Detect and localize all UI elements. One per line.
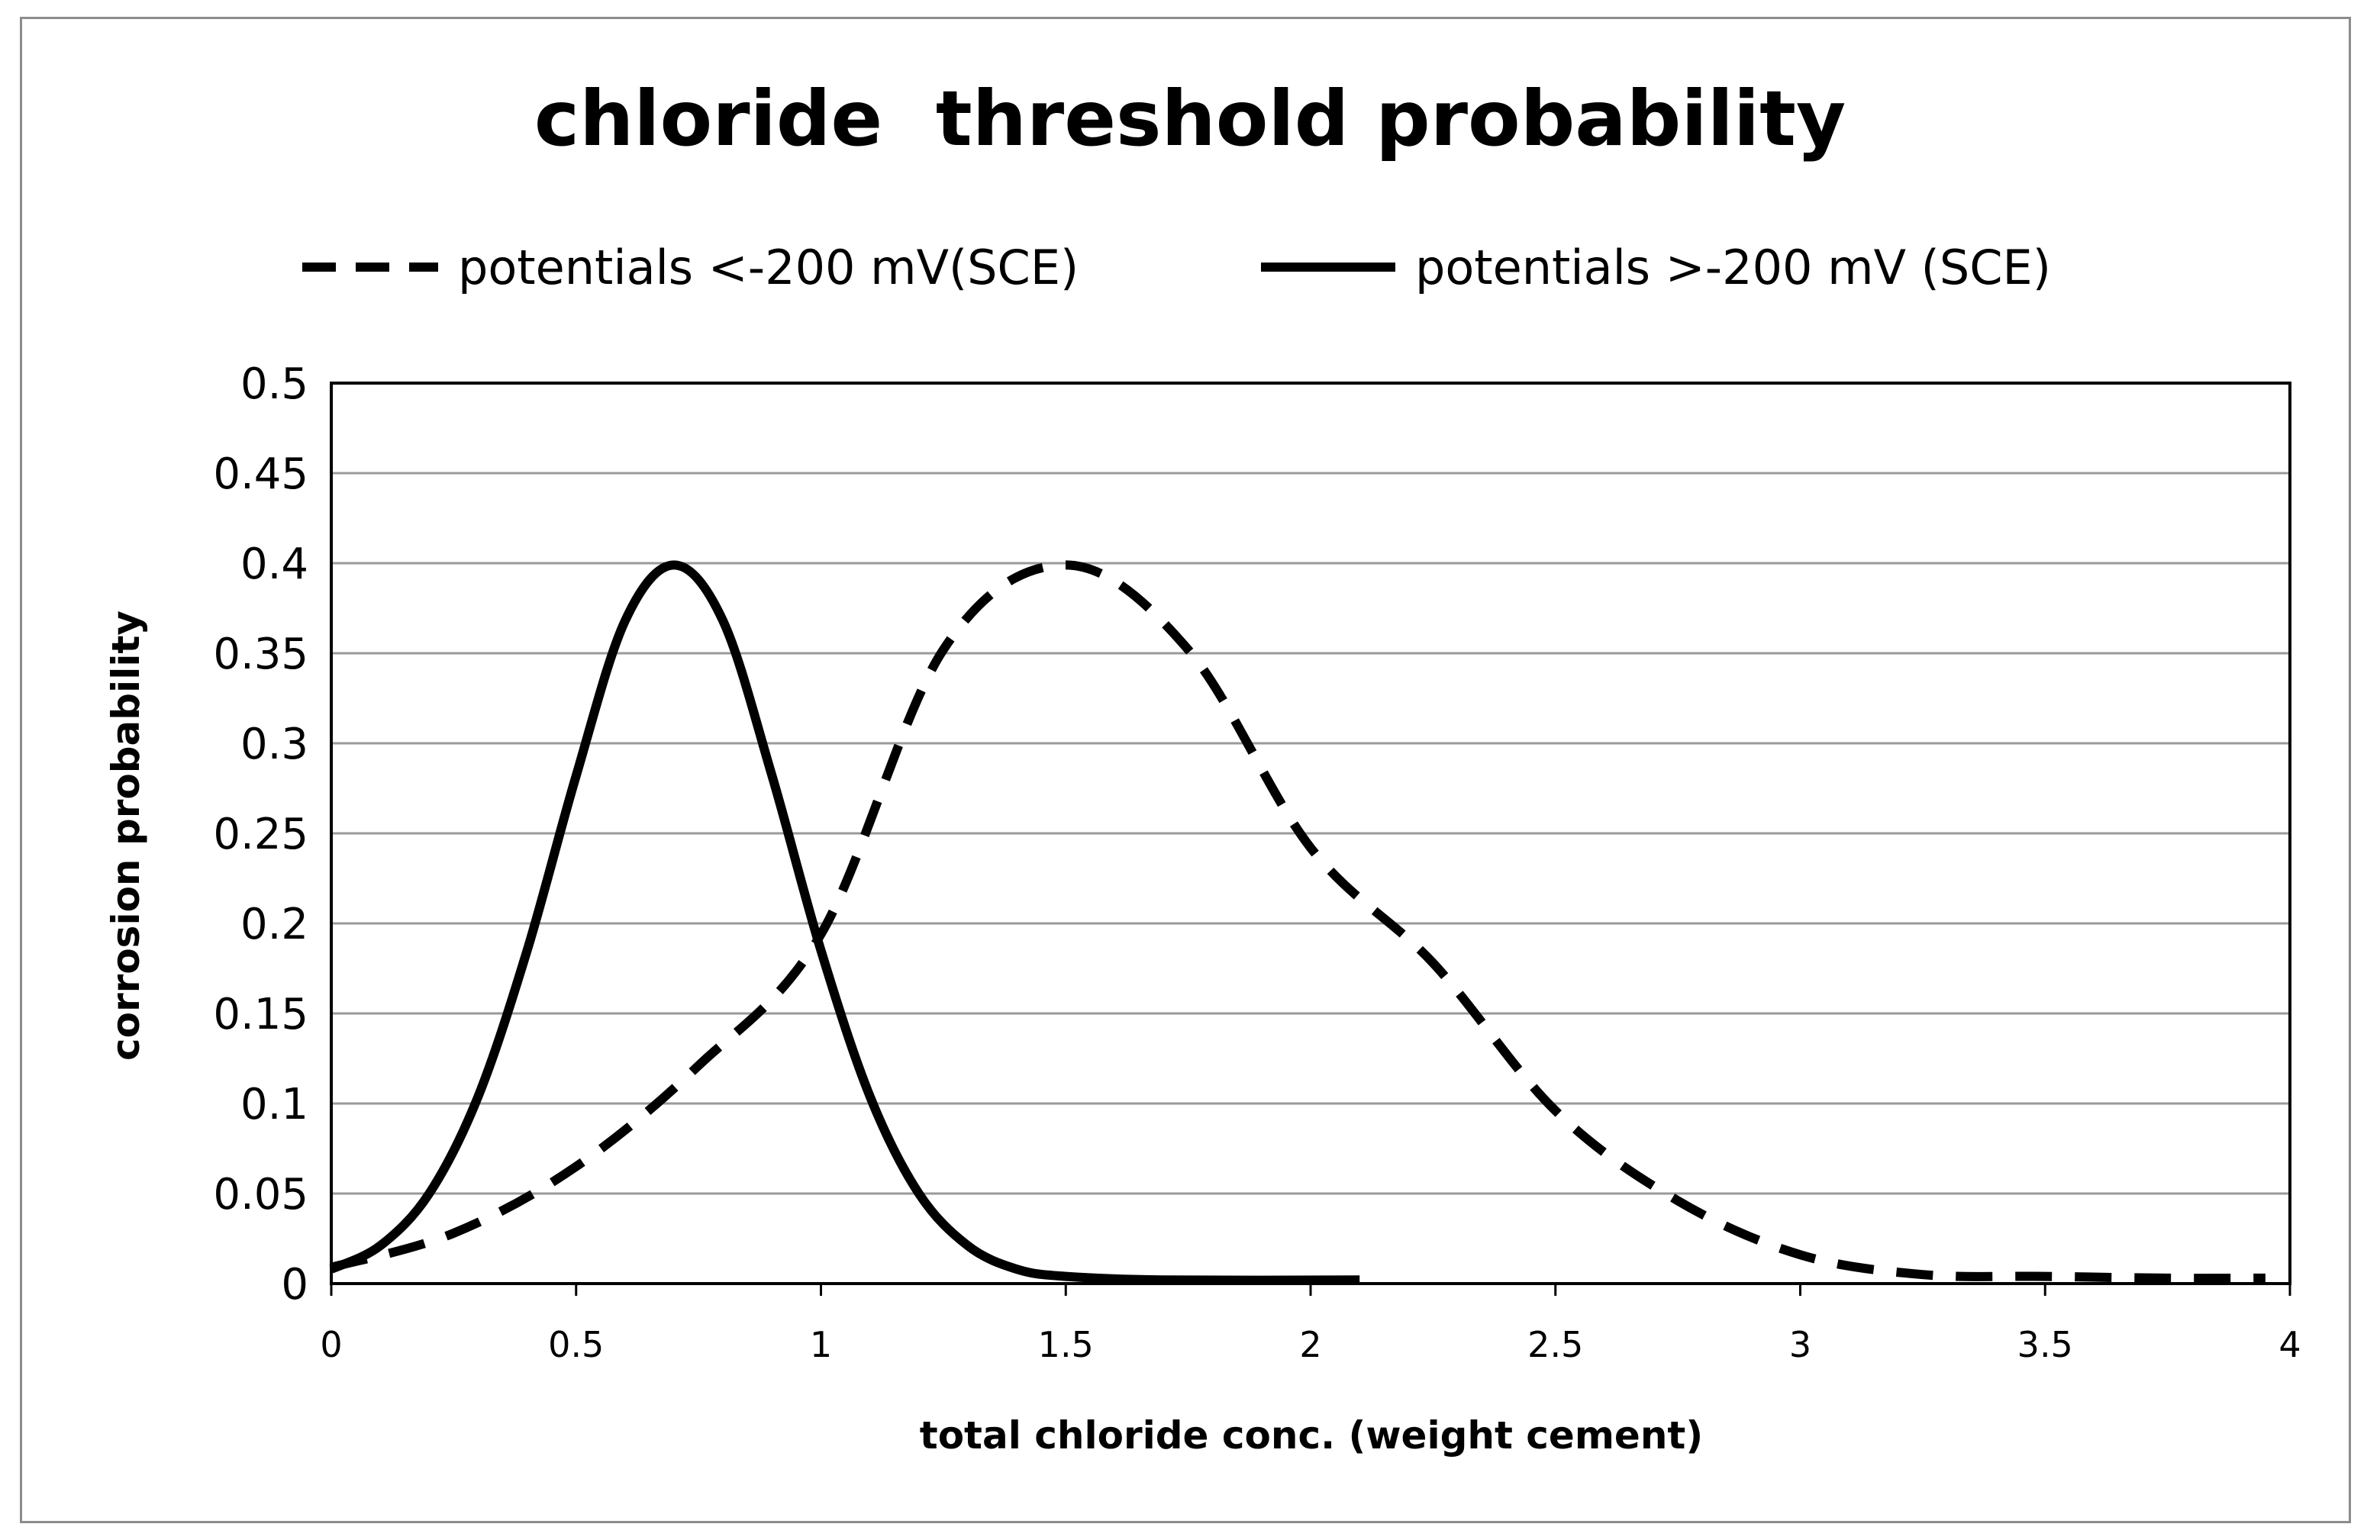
y-axis: 0 0.05 0.1 0.15 0.2 0.25 0.3 0.35 0.4 0.45 0.5	[213, 359, 308, 1310]
x-tick-label: 0	[320, 1324, 342, 1365]
x-tick-label: 3	[1789, 1324, 1811, 1365]
y-tick-label: 0.4	[240, 540, 308, 589]
x-tick-label: 4	[2278, 1324, 2301, 1365]
x-tick-label: 0.5	[548, 1324, 604, 1365]
y-tick-label: 0.45	[213, 449, 308, 499]
x-axis: 0 0.5 1 1.5 2 2.5 3 3.5 4	[320, 1284, 2301, 1365]
series-layer	[329, 560, 2266, 1285]
y-tick-label: 0.3	[240, 720, 308, 769]
x-tick-label: 2	[1299, 1324, 1321, 1365]
y-axis-title: corrosion probability	[104, 611, 148, 1061]
series-line-above-200mv	[329, 560, 1360, 1285]
y-tick-label: 0.1	[240, 1080, 308, 1129]
x-tick-label: 2.5	[1527, 1324, 1583, 1365]
y-tick-label: 0.25	[213, 810, 308, 859]
y-tick-label: 0.2	[240, 900, 308, 949]
x-tick-label: 1.5	[1038, 1324, 1094, 1365]
x-tick-label: 1	[810, 1324, 832, 1365]
y-tick-label: 0.5	[240, 359, 308, 409]
legend: potentials <-200 mV(SCE) potentials >-20…	[302, 240, 2051, 295]
gridlines	[331, 472, 2290, 1195]
chart-title: chloride threshold probability	[534, 74, 1846, 163]
y-tick-label: 0.15	[213, 990, 308, 1039]
y-tick-label: 0.05	[213, 1170, 308, 1219]
x-tick-label: 3.5	[2017, 1324, 2073, 1365]
y-tick-label: 0.35	[213, 630, 308, 679]
legend-label-solid: potentials >-200 mV (SCE)	[1415, 240, 2051, 295]
x-axis-title: total chloride conc. (weight cement)	[920, 1413, 1703, 1458]
y-tick-label: 0	[281, 1260, 308, 1310]
legend-label-dashed: potentials <-200 mV(SCE)	[458, 240, 1079, 295]
series-line-below-200mv	[330, 560, 2266, 1284]
